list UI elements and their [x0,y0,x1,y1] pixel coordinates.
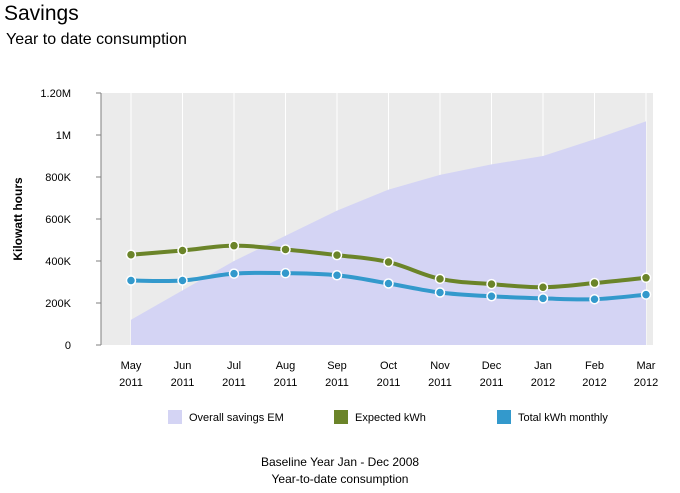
x-tick-label-month: Dec [482,360,502,372]
y-axis: 0 200K 400K 600K 800K 1M 1.20M [40,88,102,352]
x-tick-label-month: Jan [534,360,552,372]
total-kwh-monthly-point [383,278,394,289]
y-tick-label: 400K [45,256,71,268]
expected-kwh-point [640,272,652,284]
expected-kwh-point [331,249,343,261]
x-tick-label-month: Oct [380,360,397,372]
x-tick-label-month: Jun [174,360,192,372]
x-tick-label-year: 2011 [222,377,246,389]
expected-kwh-point [177,245,188,256]
total-kwh-monthly-point [537,293,549,304]
y-axis-label: Kilowatt hours [11,177,25,261]
y-tick-label: 0 [65,340,71,352]
expected-kwh-point [434,273,446,285]
footer-baseline: Baseline Year Jan - Dec 2008 [260,455,420,469]
y-tick-label: 1M [56,130,71,142]
x-tick-label-year: 2012 [531,377,555,389]
expected-kwh-point [228,240,240,251]
expected-kwh-point [537,282,549,293]
savings-area [131,121,646,345]
legend-swatch-overall-savings-em [168,410,182,424]
x-tick-label-year: 2011 [377,377,401,389]
y-tick-label: 600K [45,214,71,226]
expected-kwh-point [383,256,394,268]
x-axis: May 2011 Jun 2011 Jul 2011 Aug 2011 Sep 2011 Oct 20… [119,360,658,389]
x-tick-label-month: Sep [327,360,347,372]
x-tick-label-month: May [121,360,142,372]
x-tick-label-month: Jul [227,360,241,372]
series-points [125,240,652,305]
x-tick-label-year: 2011 [171,377,195,389]
y-tick-label: 800K [45,172,71,184]
x-tick-label-month: Aug [276,360,296,372]
expected-kwh-point [486,278,497,290]
expected-kwh-point [280,244,291,255]
total-kwh-monthly-point [228,268,240,279]
x-tick-label-year: 2011 [480,377,504,389]
legend-label-total-kwh-monthly: Total kWh monthly [518,412,608,424]
x-tick-label-month: Mar [637,360,656,372]
legend-label-expected-kwh: Expected kWh [355,412,426,424]
chart-title: Savings [4,2,79,25]
total-kwh-monthly-point [640,289,652,300]
x-tick-label-month: Nov [430,360,450,372]
overall-savings-em-area [131,121,646,345]
legend-swatch-total-kwh-monthly [497,410,511,424]
total-kwh-monthly-point [486,291,497,302]
total-kwh-monthly-point [434,287,446,298]
legend-swatch-expected-kwh [334,410,348,424]
legend-label-overall-savings-em: Overall savings EM [189,412,284,424]
x-tick-label-year: 2012 [634,377,658,389]
x-tick-label-year: 2012 [582,377,606,389]
x-tick-label-year: 2011 [119,377,143,389]
y-tick-label: 200K [45,298,71,310]
x-tick-label-month: Feb [585,360,604,372]
total-kwh-monthly-point [280,267,291,279]
total-kwh-monthly-point [331,270,343,281]
footer-caption: Year-to-date consumption [271,472,409,486]
x-tick-label-year: 2011 [274,377,298,389]
legend: Overall savings EM Expected kWh Total kWh … [168,410,608,424]
x-tick-label-year: 2011 [325,377,349,389]
x-tick-label-year: 2011 [428,377,452,389]
expected-kwh-point [125,249,137,260]
y-tick-label: 1.20M [40,88,71,100]
expected-kwh-point [589,277,600,289]
total-kwh-monthly-point [177,275,188,286]
total-kwh-monthly-point [589,293,600,305]
chart-subtitle: Year to date consumption [6,31,187,48]
total-kwh-monthly-point [125,275,137,286]
